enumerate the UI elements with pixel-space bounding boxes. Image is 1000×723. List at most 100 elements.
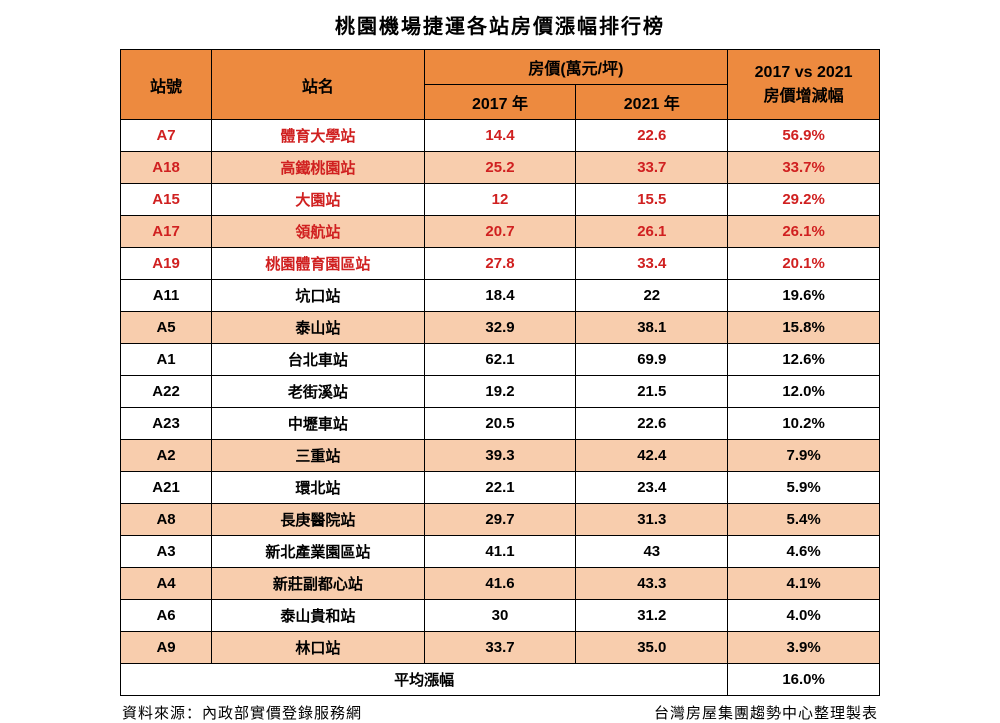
table-row: A17領航站20.726.126.1%	[121, 216, 880, 248]
cell-change: 3.9%	[728, 632, 880, 664]
cell-2017: 41.6	[424, 568, 576, 600]
cell-2021: 33.7	[576, 152, 728, 184]
table-row: A2三重站39.342.47.9%	[121, 440, 880, 472]
cell-2017: 12	[424, 184, 576, 216]
table-row: A18高鐵桃園站25.233.733.7%	[121, 152, 880, 184]
cell-change: 56.9%	[728, 120, 880, 152]
cell-change: 7.9%	[728, 440, 880, 472]
table-row: A9林口站33.735.03.9%	[121, 632, 880, 664]
cell-2017: 33.7	[424, 632, 576, 664]
cell-2021: 26.1	[576, 216, 728, 248]
th-2017: 2017 年	[424, 85, 576, 120]
cell-2017: 32.9	[424, 312, 576, 344]
cell-name: 大園站	[212, 184, 425, 216]
cell-2021: 33.4	[576, 248, 728, 280]
cell-name: 老街溪站	[212, 376, 425, 408]
cell-code: A1	[121, 344, 212, 376]
cell-code: A8	[121, 504, 212, 536]
cell-name: 泰山貴和站	[212, 600, 425, 632]
cell-2021: 22	[576, 280, 728, 312]
cell-name: 新北產業園區站	[212, 536, 425, 568]
table-row: A3新北產業園區站41.1434.6%	[121, 536, 880, 568]
cell-2021: 22.6	[576, 120, 728, 152]
table-row: A4新莊副都心站41.643.34.1%	[121, 568, 880, 600]
cell-2021: 43.3	[576, 568, 728, 600]
th-price: 房價(萬元/坪)	[424, 50, 728, 85]
cell-2021: 43	[576, 536, 728, 568]
price-table: 站號 站名 房價(萬元/坪) 2017 vs 2021房價增減幅 2017 年 …	[120, 49, 880, 696]
cell-change: 12.6%	[728, 344, 880, 376]
cell-code: A7	[121, 120, 212, 152]
avg-value: 16.0%	[728, 664, 880, 696]
th-change: 2017 vs 2021房價增減幅	[728, 50, 880, 120]
cell-2017: 39.3	[424, 440, 576, 472]
cell-2017: 18.4	[424, 280, 576, 312]
table-row: A22老街溪站19.221.512.0%	[121, 376, 880, 408]
cell-name: 體育大學站	[212, 120, 425, 152]
cell-2017: 25.2	[424, 152, 576, 184]
cell-code: A2	[121, 440, 212, 472]
th-2021: 2021 年	[576, 85, 728, 120]
table-row: A15大園站1215.529.2%	[121, 184, 880, 216]
cell-2021: 42.4	[576, 440, 728, 472]
cell-2017: 14.4	[424, 120, 576, 152]
cell-2021: 69.9	[576, 344, 728, 376]
cell-2021: 35.0	[576, 632, 728, 664]
table-row: A23中壢車站20.522.610.2%	[121, 408, 880, 440]
cell-2021: 31.3	[576, 504, 728, 536]
cell-name: 領航站	[212, 216, 425, 248]
cell-2021: 31.2	[576, 600, 728, 632]
cell-2021: 21.5	[576, 376, 728, 408]
th-name: 站名	[212, 50, 425, 120]
cell-change: 33.7%	[728, 152, 880, 184]
cell-2017: 41.1	[424, 536, 576, 568]
cell-change: 4.0%	[728, 600, 880, 632]
cell-change: 26.1%	[728, 216, 880, 248]
cell-name: 坑口站	[212, 280, 425, 312]
cell-code: A6	[121, 600, 212, 632]
cell-change: 4.6%	[728, 536, 880, 568]
table-row: A21環北站22.123.45.9%	[121, 472, 880, 504]
cell-change: 4.1%	[728, 568, 880, 600]
cell-change: 19.6%	[728, 280, 880, 312]
cell-code: A22	[121, 376, 212, 408]
cell-2021: 15.5	[576, 184, 728, 216]
cell-code: A21	[121, 472, 212, 504]
cell-2021: 38.1	[576, 312, 728, 344]
th-code: 站號	[121, 50, 212, 120]
cell-name: 長庚醫院站	[212, 504, 425, 536]
cell-2017: 27.8	[424, 248, 576, 280]
table-row: A1台北車站62.169.912.6%	[121, 344, 880, 376]
cell-name: 泰山站	[212, 312, 425, 344]
cell-code: A9	[121, 632, 212, 664]
cell-2017: 19.2	[424, 376, 576, 408]
cell-2017: 29.7	[424, 504, 576, 536]
cell-name: 高鐵桃園站	[212, 152, 425, 184]
cell-change: 12.0%	[728, 376, 880, 408]
cell-code: A4	[121, 568, 212, 600]
cell-name: 中壢車站	[212, 408, 425, 440]
table-title: 桃園機場捷運各站房價漲幅排行榜	[120, 10, 880, 39]
cell-2017: 20.7	[424, 216, 576, 248]
cell-name: 林口站	[212, 632, 425, 664]
footer-credit: 台灣房屋集團趨勢中心整理製表	[654, 702, 878, 723]
table-row: A11坑口站18.42219.6%	[121, 280, 880, 312]
cell-code: A5	[121, 312, 212, 344]
cell-change: 15.8%	[728, 312, 880, 344]
cell-name: 環北站	[212, 472, 425, 504]
cell-change: 5.4%	[728, 504, 880, 536]
cell-2017: 62.1	[424, 344, 576, 376]
cell-name: 三重站	[212, 440, 425, 472]
cell-2021: 22.6	[576, 408, 728, 440]
cell-code: A17	[121, 216, 212, 248]
cell-2021: 23.4	[576, 472, 728, 504]
cell-2017: 22.1	[424, 472, 576, 504]
cell-code: A19	[121, 248, 212, 280]
cell-2017: 30	[424, 600, 576, 632]
avg-label: 平均漲幅	[121, 664, 728, 696]
cell-change: 20.1%	[728, 248, 880, 280]
table-row: A6泰山貴和站3031.24.0%	[121, 600, 880, 632]
cell-code: A18	[121, 152, 212, 184]
table-row: A8長庚醫院站29.731.35.4%	[121, 504, 880, 536]
cell-name: 新莊副都心站	[212, 568, 425, 600]
